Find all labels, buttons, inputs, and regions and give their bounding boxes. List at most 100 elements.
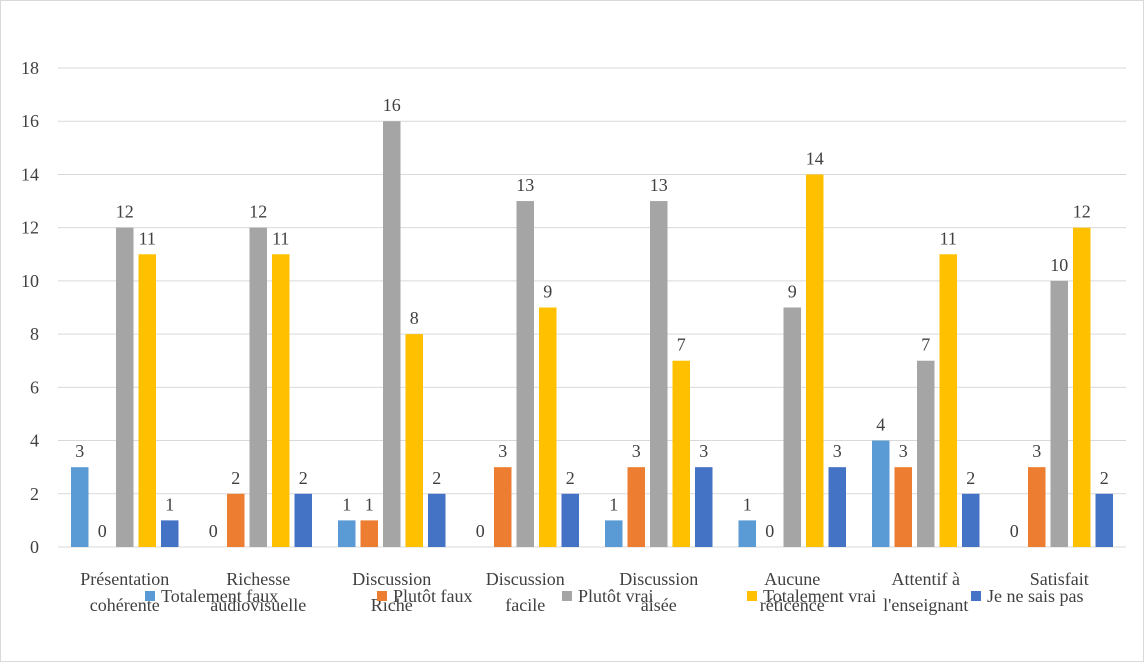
y-tick-label: 18 <box>21 58 39 78</box>
legend-swatch <box>377 591 387 601</box>
legend-label: Plutôt faux <box>393 586 473 606</box>
bar <box>1050 280 1068 547</box>
data-label: 11 <box>272 228 289 248</box>
data-label: 3 <box>899 441 908 461</box>
y-tick-label: 6 <box>30 377 39 397</box>
legend-swatch <box>145 591 155 601</box>
data-label: 2 <box>432 468 441 488</box>
data-label: 1 <box>165 494 174 514</box>
data-label: 2 <box>231 468 240 488</box>
category-label: Discussion <box>486 569 565 589</box>
bar <box>539 307 557 547</box>
bar <box>695 467 713 547</box>
y-tick-label: 8 <box>30 324 39 344</box>
data-label: 2 <box>299 468 308 488</box>
data-label: 4 <box>876 415 885 435</box>
category-label: cohérente <box>90 595 160 615</box>
legend-label: Totalement vrai <box>763 586 876 606</box>
category-label: aisée <box>641 595 677 615</box>
legend-swatch <box>747 591 757 601</box>
data-label: 3 <box>632 441 641 461</box>
data-label: 0 <box>209 521 218 541</box>
y-tick-label: 0 <box>30 537 39 557</box>
y-tick-label: 2 <box>30 484 39 504</box>
category-label: Attentif à <box>892 569 960 589</box>
bar <box>272 254 290 547</box>
data-label: 0 <box>765 521 774 541</box>
data-label: 13 <box>650 175 668 195</box>
bar <box>1073 227 1091 547</box>
data-label: 3 <box>75 441 84 461</box>
data-label: 9 <box>543 282 552 302</box>
data-label: 0 <box>1010 521 1019 541</box>
bar <box>428 493 446 547</box>
bar <box>71 467 89 547</box>
data-label: 3 <box>699 441 708 461</box>
bar <box>917 360 935 547</box>
bar <box>738 520 756 547</box>
bar <box>561 493 579 547</box>
bar <box>138 254 156 547</box>
data-label: 9 <box>788 282 797 302</box>
bar <box>227 493 245 547</box>
legend-swatch <box>562 591 572 601</box>
bar <box>1095 493 1113 547</box>
bar <box>116 227 134 547</box>
data-label: 16 <box>383 95 401 115</box>
category-label: Richesse <box>226 569 290 589</box>
data-label: 8 <box>410 308 419 328</box>
category-label: réticence <box>760 595 825 615</box>
bar <box>161 520 179 547</box>
data-label: 1 <box>342 494 351 514</box>
data-label: 1 <box>365 494 374 514</box>
bar <box>783 307 801 547</box>
data-label: 13 <box>516 175 534 195</box>
bar <box>872 440 890 547</box>
bar <box>894 467 912 547</box>
data-label: 1 <box>743 494 752 514</box>
y-tick-label: 14 <box>21 164 39 184</box>
category-label: facile <box>505 595 545 615</box>
category-label: audiovisuelle <box>210 595 306 615</box>
bar <box>494 467 512 547</box>
data-label: 2 <box>1100 468 1109 488</box>
bar <box>360 520 378 547</box>
data-label: 0 <box>98 521 107 541</box>
bar <box>383 121 401 547</box>
data-label: 10 <box>1050 255 1068 275</box>
bar <box>338 520 356 547</box>
bar <box>249 227 267 547</box>
data-label: 12 <box>116 202 134 222</box>
data-label: 12 <box>249 202 267 222</box>
category-label: Aucune <box>764 569 820 589</box>
data-label: 3 <box>833 441 842 461</box>
data-label: 7 <box>677 335 686 355</box>
data-label: 14 <box>806 148 824 168</box>
legend-swatch <box>971 591 981 601</box>
bar <box>627 467 645 547</box>
bar <box>294 493 312 547</box>
data-label: 3 <box>1032 441 1041 461</box>
legend-label: Je ne sais pas <box>987 586 1083 606</box>
bar <box>962 493 980 547</box>
data-label: 2 <box>566 468 575 488</box>
bar <box>405 334 423 547</box>
data-label: 12 <box>1073 202 1091 222</box>
legend-label: Plutôt vrai <box>578 586 654 606</box>
data-label: 2 <box>966 468 975 488</box>
bar <box>650 201 668 548</box>
bar <box>806 174 824 547</box>
data-label: 0 <box>476 521 485 541</box>
category-label: Discussion <box>352 569 431 589</box>
category-label: Satisfait <box>1030 569 1089 589</box>
data-label: 11 <box>940 228 957 248</box>
bar <box>939 254 957 547</box>
bar <box>828 467 846 547</box>
data-label: 3 <box>498 441 507 461</box>
category-label: Présentation <box>80 569 169 589</box>
bar <box>516 201 534 548</box>
y-tick-label: 4 <box>30 431 39 451</box>
y-tick-label: 12 <box>21 218 39 238</box>
